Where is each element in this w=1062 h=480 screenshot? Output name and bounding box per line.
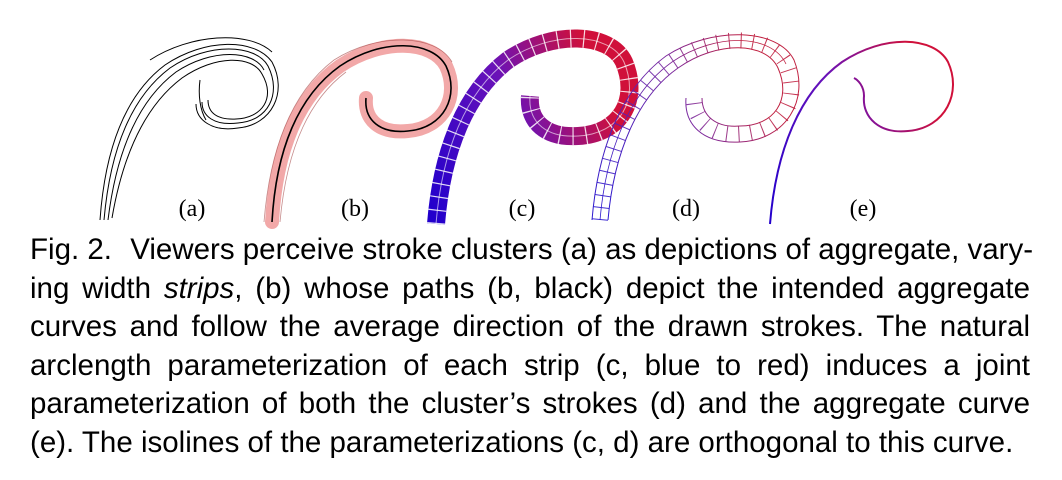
panel-label-d: (d) (672, 196, 700, 222)
panel-label-a: (a) (179, 196, 206, 222)
panel-a-stroke-cluster (99, 37, 279, 221)
caption-emphasis: strips (163, 271, 235, 305)
caption-line-3: curves and follow the average direction … (30, 308, 1030, 347)
caption-text: arclength parameterization of each strip… (30, 348, 1030, 382)
caption-line-4: arclength parameterization of each strip… (30, 347, 1030, 386)
panel-c-parameterized-strip (427, 29, 639, 225)
panel-label-e: (e) (850, 196, 877, 222)
caption-line-2: ing width strips, (b) whose paths (b, bl… (30, 270, 1030, 309)
caption-text: ing width (30, 271, 164, 305)
panel-e-aggregate-curve (769, 40, 954, 225)
caption-text: parameterization of both the cluster’s s… (30, 387, 1030, 421)
caption-line-1: Fig. 2. Viewers perceive stroke clusters… (30, 231, 1034, 270)
figure-illustration: (a) (b) (c) (d) (e) (99, 29, 954, 229)
figure-caption: Fig. 2. Viewers perceive stroke clusters… (30, 231, 1034, 463)
caption-line-6: (e). The isolines of the parameterizatio… (30, 424, 1030, 463)
panel-label-c: (c) (509, 196, 536, 222)
caption-text: curves and follow the average direction … (30, 310, 1030, 344)
caption-text: (e). The isolines of the parameterizatio… (30, 425, 1014, 459)
caption-line-5: parameterization of both the cluster’s s… (30, 385, 1030, 424)
panel-b-strip (263, 38, 458, 229)
caption-text: , (b) whose paths (b, black) depict the … (234, 271, 1030, 305)
figure-number: Fig. 2. (30, 233, 112, 266)
panel-label-b: (b) (341, 196, 369, 222)
panel-d-stroke-parameterization (591, 32, 800, 221)
caption-text: Viewers perceive stroke clusters (a) as … (130, 233, 1034, 266)
